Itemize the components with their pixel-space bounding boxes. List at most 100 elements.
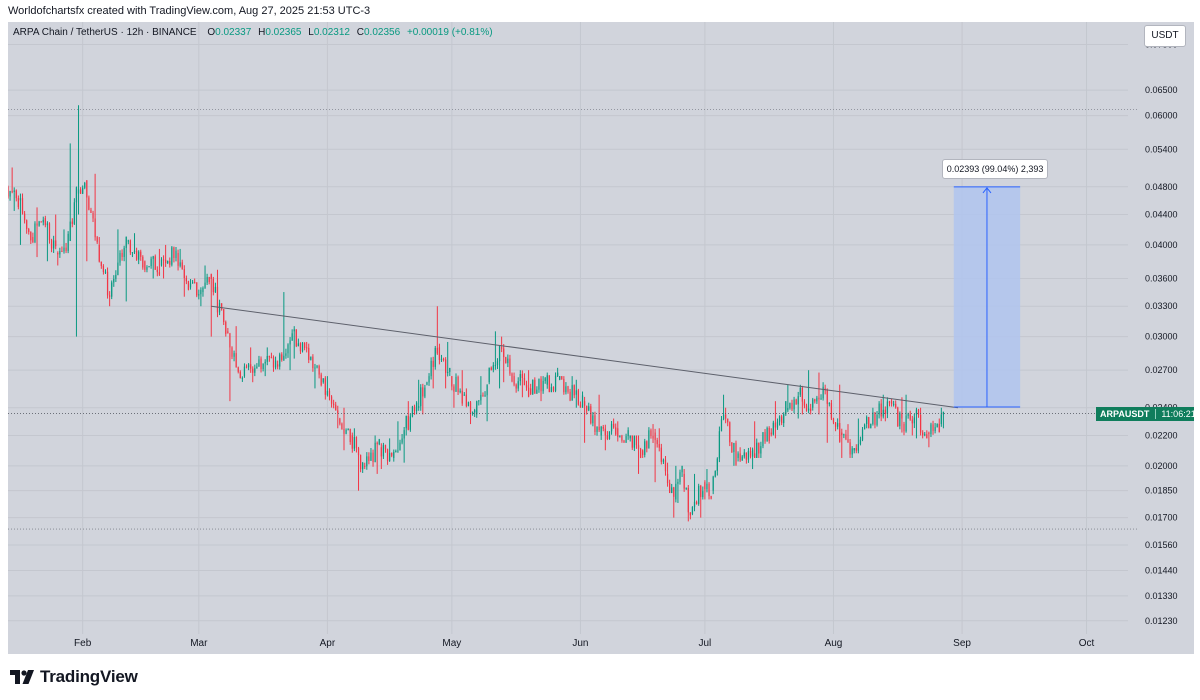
price-range-label[interactable]: 0.02393 (99.04%) 2,393 (941, 158, 1049, 179)
candle-up (905, 415, 907, 432)
candle-down (637, 445, 640, 449)
currency-button[interactable]: USDT (1144, 25, 1186, 47)
candle-up (870, 423, 872, 429)
candle-up (648, 430, 650, 449)
candle-up (766, 427, 768, 442)
candle-up (756, 442, 758, 458)
candle-down (100, 261, 102, 266)
candle-up (492, 365, 494, 370)
price-axis-label: 0.01440 (1145, 566, 1178, 576)
candle-down (573, 385, 575, 396)
chart-frame[interactable]: 0.075000.065000.060000.054000.048000.044… (8, 22, 1194, 654)
candle-down (855, 448, 857, 451)
candle-down (250, 364, 252, 369)
candle-down (154, 256, 156, 270)
brand-name: TradingView (40, 667, 138, 686)
candle-up (942, 411, 945, 415)
candle-down (333, 403, 335, 405)
candle-up (787, 407, 789, 411)
candle-down (221, 303, 223, 310)
candle-up (913, 417, 915, 424)
candle-down (617, 428, 619, 437)
candle-down (623, 440, 625, 443)
candle-down (509, 358, 511, 374)
candle-down (181, 262, 183, 270)
bar-countdown: 11:06:21 (1155, 408, 1194, 419)
candle-down (436, 347, 438, 354)
candle-up (762, 432, 764, 447)
candle-up (488, 367, 490, 383)
candle-down (895, 403, 897, 408)
candle-up (722, 414, 725, 420)
candle-up (455, 376, 457, 392)
candle-up (934, 427, 936, 432)
candle-down (646, 441, 648, 449)
candle-up (633, 435, 635, 448)
candle-up (793, 399, 795, 410)
candle-down (359, 455, 362, 470)
candle-down (386, 449, 389, 461)
candle-up (685, 487, 687, 489)
candle-down (312, 356, 314, 369)
candle-up (693, 501, 696, 507)
candle-down (237, 367, 239, 372)
candle-up (262, 363, 264, 370)
tradingview-logo[interactable]: TradingView (10, 666, 138, 688)
candle-up (440, 358, 443, 360)
candle-down (438, 347, 441, 360)
price-axis-label: 0.06500 (1145, 85, 1178, 95)
candle-down (57, 252, 59, 255)
candle-up (571, 385, 573, 401)
time-axis-label: Feb (74, 638, 92, 649)
candle-down (372, 452, 374, 463)
candle-up (476, 401, 478, 415)
candle-up (785, 401, 787, 415)
candle-up (69, 221, 71, 241)
candle-up (496, 361, 499, 366)
candle-down (689, 512, 691, 516)
candle-down (654, 432, 656, 441)
candle-up (799, 387, 801, 395)
candle-down (212, 278, 214, 293)
candle-up (291, 333, 293, 341)
candle-down (727, 418, 729, 423)
candle-up (882, 409, 884, 417)
candle-up (893, 403, 895, 405)
candle-down (534, 379, 536, 394)
candle-down (341, 423, 343, 429)
price-axis-label: 0.04400 (1145, 210, 1178, 220)
candle-down (376, 442, 378, 445)
candle-down (868, 417, 870, 429)
candle-up (258, 359, 260, 367)
candle-up (378, 439, 380, 445)
candle-up (119, 252, 121, 263)
candle-down (725, 414, 727, 419)
candle-down (281, 354, 283, 360)
candle-up (138, 251, 140, 260)
chart-plot[interactable]: 0.075000.065000.060000.054000.048000.044… (8, 22, 1194, 654)
candle-up (861, 429, 864, 440)
candle-down (185, 278, 187, 282)
candle-up (115, 274, 117, 279)
symbol-name: ARPA Chain / TetherUS · 12h · BINANCE (13, 27, 197, 38)
candle-down (48, 223, 51, 241)
candle-down (36, 223, 38, 226)
candle-down (552, 387, 555, 391)
candle-down (781, 416, 783, 424)
candle-up (214, 286, 217, 293)
candle-down (540, 378, 542, 392)
candle-up (127, 240, 129, 242)
candle-up (59, 251, 61, 255)
candle-down (932, 424, 934, 432)
price-axis-label: 0.01700 (1145, 513, 1178, 523)
candle-down (30, 231, 32, 241)
candle-down (194, 282, 196, 284)
candle-up (936, 423, 938, 428)
candle-down (683, 473, 685, 489)
candle-up (283, 355, 285, 360)
descending-trendline (211, 305, 958, 409)
price-axis-label: 0.03600 (1145, 273, 1178, 283)
candle-down (594, 415, 596, 432)
time-axis-label: Jul (698, 638, 711, 649)
candle-up (924, 434, 926, 436)
